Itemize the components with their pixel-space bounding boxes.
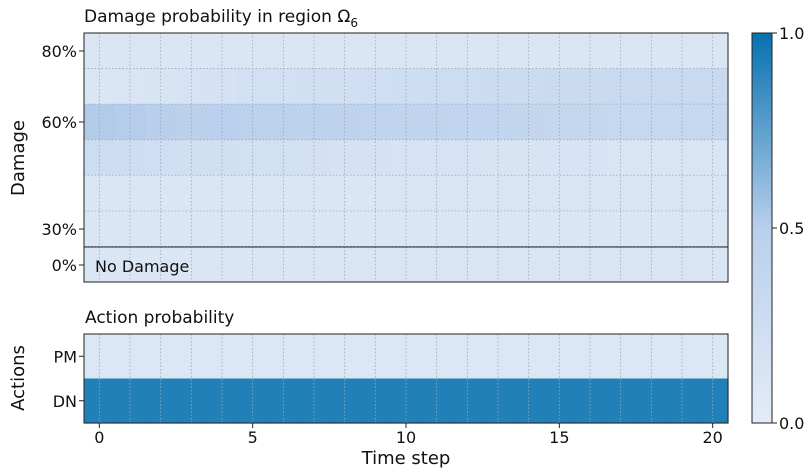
action-cell bbox=[329, 334, 361, 380]
action-cell bbox=[697, 334, 729, 380]
y-tick-label: 80% bbox=[41, 42, 77, 61]
action-cell bbox=[574, 334, 606, 380]
x-tick-label: 5 bbox=[248, 428, 258, 447]
x-ticks: 0 5 10 15 20 bbox=[94, 423, 723, 447]
action-panel-title: Action probability bbox=[85, 308, 234, 328]
action-cell bbox=[605, 334, 637, 380]
y-tick-label: DN bbox=[53, 392, 77, 411]
no-damage-annotation: No Damage bbox=[95, 257, 189, 276]
x-tick-label: 0 bbox=[94, 428, 104, 447]
x-tick-label: 20 bbox=[702, 428, 722, 447]
action-cell bbox=[84, 334, 116, 380]
damage-panel-title: Damage probability in region Ω6 bbox=[84, 7, 358, 30]
colorbar bbox=[751, 32, 773, 424]
colorbar-tick-label: 1.0 bbox=[779, 24, 804, 43]
y-tick-label: PM bbox=[54, 347, 77, 366]
action-cell bbox=[390, 334, 422, 380]
action-y-ticks: PM DN bbox=[53, 347, 84, 411]
colorbar-tick-label: 0.0 bbox=[779, 414, 804, 433]
action-cell bbox=[176, 334, 208, 380]
action-cell bbox=[452, 334, 484, 380]
action-cell bbox=[360, 334, 392, 380]
action-cell bbox=[666, 334, 698, 380]
y-tick-label: 0% bbox=[52, 256, 77, 275]
action-cell bbox=[268, 334, 300, 380]
action-cell bbox=[544, 334, 576, 380]
y-tick-label: 60% bbox=[41, 113, 77, 132]
action-cell bbox=[636, 334, 668, 380]
damage-y-axis-label: Damage bbox=[8, 120, 29, 196]
action-cell bbox=[237, 334, 269, 380]
action-y-axis-label: Actions bbox=[8, 345, 29, 411]
action-cell bbox=[114, 334, 146, 380]
damage-heatmap bbox=[84, 33, 729, 283]
action-cell bbox=[513, 334, 545, 380]
x-tick-label: 10 bbox=[396, 428, 416, 447]
damage-grid bbox=[84, 33, 728, 282]
colorbar-ticks: 0.0 0.5 1.0 bbox=[772, 24, 804, 433]
action-cell bbox=[206, 334, 238, 380]
action-cell bbox=[421, 334, 453, 380]
action-cell bbox=[145, 334, 177, 380]
action-heatmap bbox=[84, 334, 729, 424]
colorbar-tick-label: 0.5 bbox=[779, 219, 804, 238]
x-tick-label: 15 bbox=[549, 428, 569, 447]
y-tick-label: 30% bbox=[41, 220, 77, 239]
damage-panel-frame bbox=[83, 32, 729, 283]
damage-y-ticks: 80% 60% 30% 0% bbox=[41, 42, 84, 275]
x-axis-label: Time step bbox=[361, 448, 451, 469]
action-cell bbox=[298, 334, 330, 380]
action-grid bbox=[98, 334, 714, 423]
action-cell bbox=[482, 334, 514, 380]
